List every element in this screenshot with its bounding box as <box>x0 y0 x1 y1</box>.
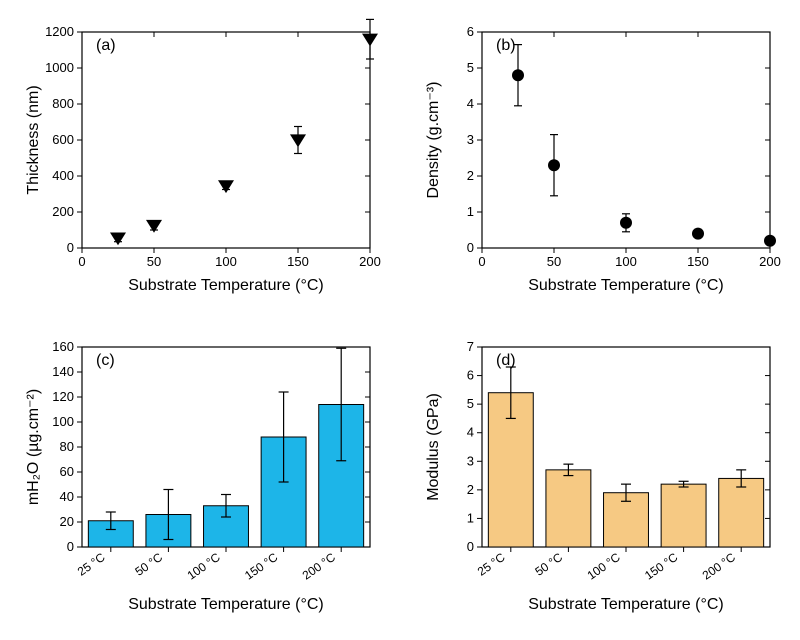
svg-text:Substrate Temperature (°C): Substrate Temperature (°C) <box>528 277 724 294</box>
svg-text:600: 600 <box>52 132 74 147</box>
svg-text:160: 160 <box>52 339 74 354</box>
svg-text:20: 20 <box>60 514 74 529</box>
svg-text:1: 1 <box>467 510 474 525</box>
svg-text:100: 100 <box>215 254 237 269</box>
svg-text:60: 60 <box>60 464 74 479</box>
panel-c: 0 20 40 60 80 100 120 140 160 25 °C 50 °C 100 °C 150… <box>20 335 380 620</box>
svg-text:100 °C: 100 °C <box>585 550 623 583</box>
svg-text:Substrate Temperature (°C): Substrate Temperature (°C) <box>528 596 724 613</box>
svg-text:1000: 1000 <box>45 60 74 75</box>
panel-b: 0 50 100 150 200 0 1 2 3 4 5 6 Substrate Temperature… <box>420 20 780 305</box>
svg-text:(c): (c) <box>96 352 115 369</box>
svg-text:0: 0 <box>467 240 474 255</box>
svg-text:25 °C: 25 °C <box>475 550 508 579</box>
figure-grid: 050100150200020040060080010001200Substra… <box>20 20 780 620</box>
svg-text:400: 400 <box>52 168 74 183</box>
svg-text:100: 100 <box>615 254 637 269</box>
svg-text:0: 0 <box>67 539 74 554</box>
svg-text:3: 3 <box>467 132 474 147</box>
svg-text:Density (g.cm⁻³): Density (g.cm⁻³) <box>425 82 442 199</box>
svg-text:6: 6 <box>467 368 474 383</box>
svg-text:150: 150 <box>687 254 709 269</box>
svg-text:140: 140 <box>52 364 74 379</box>
svg-text:200: 200 <box>52 204 74 219</box>
svg-text:(d): (d) <box>496 352 516 369</box>
svg-text:Modulus (GPa): Modulus (GPa) <box>425 393 442 501</box>
svg-text:mH₂O (µg.cm⁻²): mH₂O (µg.cm⁻²) <box>25 389 42 505</box>
svg-text:(b): (b) <box>496 37 516 54</box>
svg-text:50: 50 <box>547 254 561 269</box>
svg-text:200 °C: 200 °C <box>700 550 738 583</box>
svg-text:Substrate Temperature (°C): Substrate Temperature (°C) <box>128 277 324 294</box>
svg-text:200 °C: 200 °C <box>300 550 338 583</box>
panel-d: 0 1 2 3 4 5 6 7 25 °C 50 °C 100 °C 150 °C 200 °C Subs… <box>420 335 780 620</box>
svg-text:80: 80 <box>60 439 74 454</box>
svg-text:0: 0 <box>478 254 485 269</box>
svg-text:0: 0 <box>467 539 474 554</box>
svg-text:5: 5 <box>467 396 474 411</box>
svg-text:150 °C: 150 °C <box>242 550 280 583</box>
svg-text:3: 3 <box>467 453 474 468</box>
svg-text:50 °C: 50 °C <box>132 550 165 579</box>
svg-text:0: 0 <box>67 240 74 255</box>
svg-text:Substrate Temperature (°C): Substrate Temperature (°C) <box>128 596 324 613</box>
svg-text:50: 50 <box>147 254 161 269</box>
svg-text:Thickness (nm): Thickness (nm) <box>25 85 42 194</box>
svg-text:2: 2 <box>467 482 474 497</box>
panel-a: 0 50 100 150 200 0 200 400 600 800 1000 1200 Substra… <box>20 20 380 305</box>
svg-text:40: 40 <box>60 489 74 504</box>
svg-text:800: 800 <box>52 96 74 111</box>
svg-text:2: 2 <box>467 168 474 183</box>
svg-text:150 °C: 150 °C <box>642 550 680 583</box>
svg-text:4: 4 <box>467 425 474 440</box>
svg-text:150: 150 <box>287 254 309 269</box>
svg-text:(a): (a) <box>96 37 116 54</box>
svg-text:50 °C: 50 °C <box>532 550 565 579</box>
svg-text:4: 4 <box>467 96 474 111</box>
svg-text:200: 200 <box>359 254 381 269</box>
svg-text:5: 5 <box>467 60 474 75</box>
svg-text:25 °C: 25 °C <box>75 550 108 579</box>
svg-text:1200: 1200 <box>45 24 74 39</box>
svg-text:120: 120 <box>52 389 74 404</box>
svg-text:6: 6 <box>467 24 474 39</box>
svg-text:7: 7 <box>467 339 474 354</box>
svg-text:100 °C: 100 °C <box>185 550 223 583</box>
svg-text:100: 100 <box>52 414 74 429</box>
svg-text:0: 0 <box>78 254 85 269</box>
svg-text:1: 1 <box>467 204 474 219</box>
svg-text:200: 200 <box>759 254 781 269</box>
